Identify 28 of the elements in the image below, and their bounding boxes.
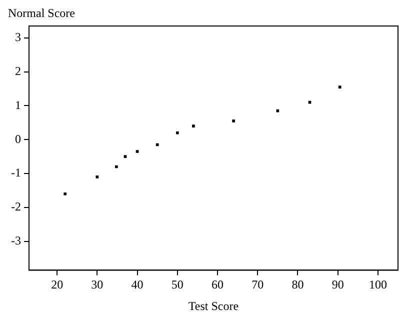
y-tick-label: 3 [14, 30, 21, 44]
point [115, 165, 118, 168]
y-tick-label: -3 [10, 234, 21, 248]
x-tick-label: 60 [212, 278, 224, 292]
x-tick-label: 90 [332, 278, 344, 292]
x-tick-label: 80 [292, 278, 304, 292]
x-tick-label: 50 [171, 278, 184, 292]
x-tick-label: 30 [91, 278, 104, 292]
point [124, 155, 127, 158]
x-tick-label: 20 [51, 278, 64, 292]
y-tick-label: -2 [10, 200, 21, 214]
point [64, 192, 67, 196]
x-axis-title: Test Score [188, 298, 239, 313]
y-axis-title: Normal Score [8, 6, 75, 20]
point [156, 143, 159, 146]
point [136, 150, 139, 153]
y-tick-label: -1 [10, 166, 21, 180]
y-tick-label: 0 [14, 132, 21, 146]
point [232, 120, 235, 122]
x-tick-label: 70 [252, 278, 264, 292]
y-tick-label: 1 [14, 98, 21, 112]
x-tick-label: 40 [131, 278, 144, 292]
point [192, 124, 195, 128]
x-tick-label: 100 [368, 278, 387, 292]
y-tick-label: 2 [14, 64, 21, 78]
point [338, 86, 342, 88]
point [96, 176, 99, 178]
point [176, 131, 179, 134]
